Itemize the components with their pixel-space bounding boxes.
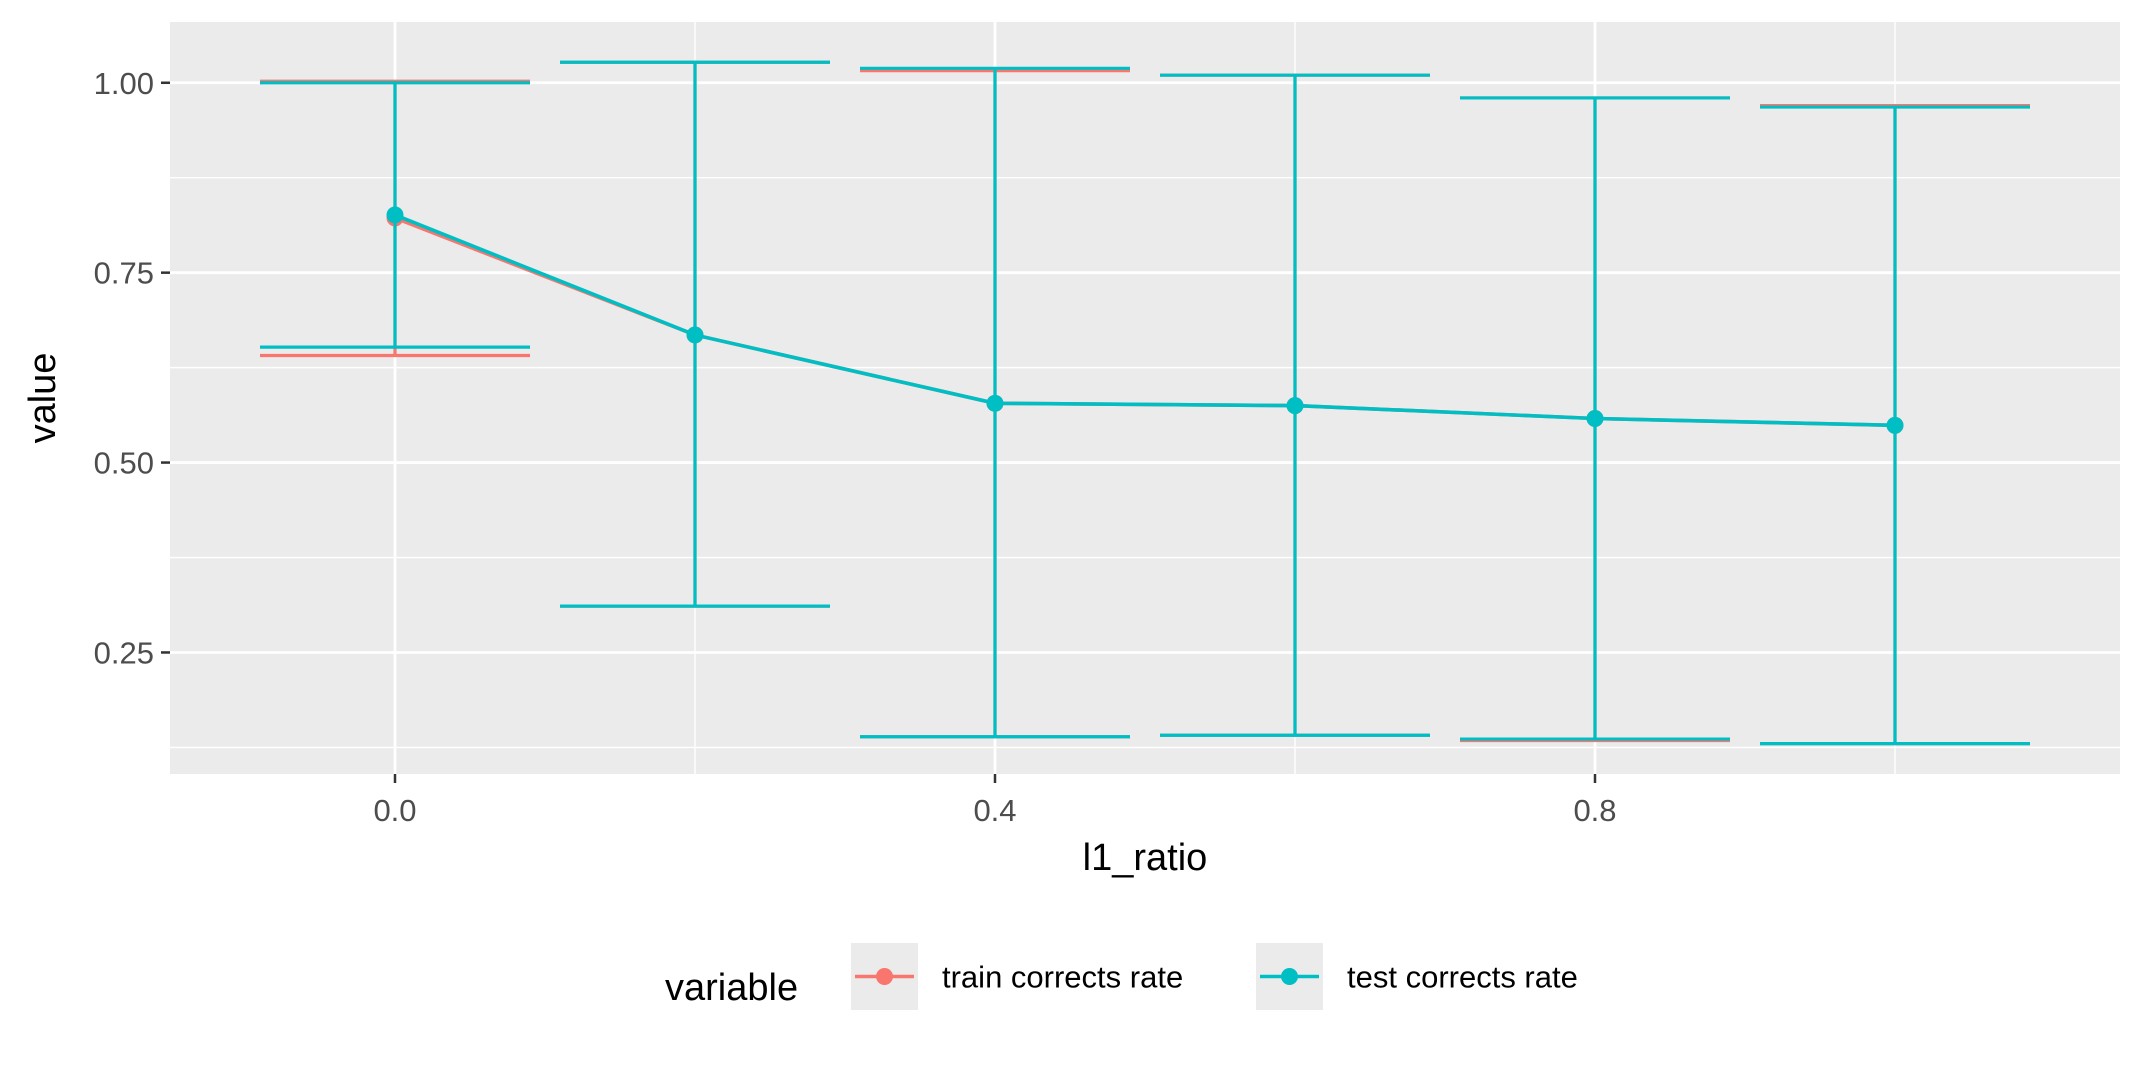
x-tick-label: 0.8	[1573, 793, 1616, 828]
axes-layer: 0.25 0.50 0.75 1.00 0.0 0.4 0.8	[94, 66, 1617, 828]
legend-label: test corrects rate	[1347, 960, 1578, 995]
legend-item-0: train corrects rate	[851, 943, 1183, 1010]
x-axis-title: l1_ratio	[1083, 837, 1208, 879]
data-point	[1886, 416, 1904, 434]
y-tick-label: 0.75	[94, 256, 154, 291]
legend-item-1: test corrects rate	[1256, 943, 1578, 1010]
legend-key-point	[1281, 968, 1298, 985]
series-1	[260, 60, 2030, 746]
legend-title: variable	[665, 967, 798, 1009]
legend: variable train corrects rate test correct…	[665, 943, 1578, 1010]
data-point	[686, 326, 704, 344]
x-tick-label: 0.0	[373, 793, 416, 828]
series-line	[394, 213, 1896, 428]
y-tick-label: 0.50	[94, 446, 154, 481]
y-axis-title: value	[22, 353, 64, 444]
y-tick-label: 1.00	[94, 66, 154, 101]
x-tick-label: 0.4	[973, 793, 1016, 828]
legend-key-point	[876, 968, 893, 985]
y-tick-label: 0.25	[94, 635, 154, 670]
data-point	[986, 394, 1004, 412]
legend-label: train corrects rate	[942, 960, 1183, 995]
data-point	[386, 206, 404, 224]
series-layer	[260, 60, 2030, 746]
data-point	[1286, 397, 1304, 415]
data-point	[1586, 410, 1604, 428]
legend-items: train corrects rate test corrects rate	[851, 943, 1578, 1010]
plot-background	[170, 22, 2120, 774]
